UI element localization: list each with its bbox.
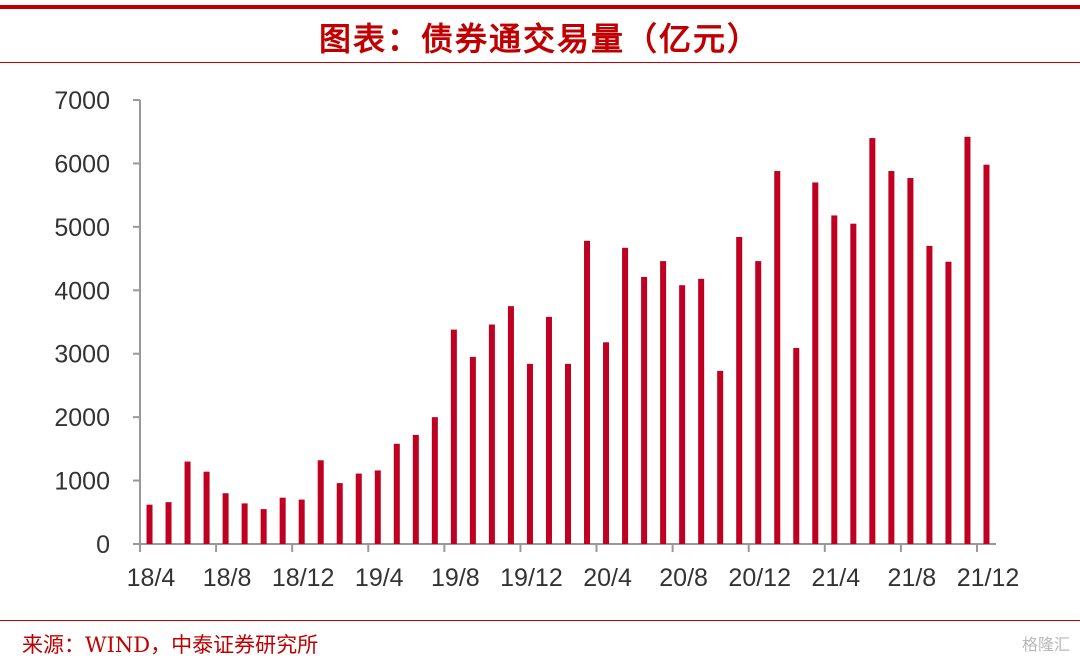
source-rule: [0, 620, 1080, 621]
bar: [584, 240, 591, 544]
bar: [945, 261, 952, 544]
bar: [317, 460, 324, 544]
x-tick-label: 19/4: [355, 564, 404, 592]
top-rule: [0, 5, 1080, 9]
bar: [698, 278, 705, 544]
bar: [793, 348, 800, 544]
bar: [717, 370, 724, 544]
y-tick-label: 5000: [54, 214, 110, 242]
y-tick-label: 4000: [54, 277, 110, 305]
x-tick-label: 21/8: [888, 564, 937, 592]
x-tick-label: 19/12: [500, 564, 563, 592]
x-tick-label: 20/12: [728, 564, 791, 592]
bar: [755, 261, 762, 544]
bar: [622, 247, 629, 544]
bar: [926, 245, 933, 544]
bar: [165, 502, 172, 544]
bar: [222, 493, 229, 544]
bar-chart: 0 1000 2000 3000 4000 5000 6000 7000 18/4 18/8 18/…: [54, 87, 1020, 592]
x-tick-label: 18/12: [272, 564, 335, 592]
bar: [279, 497, 286, 544]
bar: [488, 324, 495, 544]
bar: [203, 471, 210, 544]
y-tick-label: 6000: [54, 150, 110, 178]
bar: [831, 215, 838, 544]
y-tick-label: 0: [96, 531, 110, 559]
x-tick-label: 20/8: [659, 564, 708, 592]
x-tick-label: 18/4: [127, 564, 176, 592]
bar: [545, 316, 552, 544]
watermark: 格隆汇: [1021, 635, 1070, 654]
chart-title: 图表：债券通交易量（亿元）: [318, 20, 761, 58]
bar: [888, 171, 895, 545]
x-tick-label: 21/12: [957, 564, 1020, 592]
bar: [850, 223, 857, 544]
bar: [260, 509, 267, 544]
bar: [641, 276, 648, 544]
source-note: 来源：WIND，中泰证券研究所: [22, 633, 319, 657]
bar: [184, 461, 191, 544]
bar: [298, 499, 305, 544]
bar: [393, 443, 400, 544]
bar: [507, 306, 514, 544]
bar: [774, 171, 781, 545]
bar: [146, 504, 153, 544]
bar: [241, 503, 248, 544]
x-tick-label: 19/8: [431, 564, 480, 592]
bar: [469, 356, 476, 544]
bar: [450, 329, 457, 544]
bar: [431, 417, 438, 544]
bar: [736, 237, 743, 544]
bar: [679, 285, 686, 544]
bar: [964, 136, 971, 544]
title-rule: [0, 62, 1080, 63]
bar: [336, 483, 343, 544]
bar: [660, 261, 667, 544]
x-tick-label: 21/4: [811, 564, 860, 592]
bar: [812, 182, 819, 544]
y-tick-label: 3000: [54, 341, 110, 369]
y-tick-label: 2000: [54, 404, 110, 432]
bar: [374, 470, 381, 544]
y-tick-label: 7000: [54, 87, 110, 115]
bar: [565, 363, 571, 544]
bar: [869, 138, 876, 545]
y-tick-label: 1000: [54, 468, 110, 496]
bar: [603, 342, 610, 544]
x-tick-label: 18/8: [203, 564, 252, 592]
bar: [355, 473, 362, 544]
x-tick-label: 20/4: [583, 564, 632, 592]
bar: [412, 434, 419, 544]
bar: [983, 164, 990, 544]
bar: [907, 178, 914, 544]
bar: [526, 363, 533, 544]
